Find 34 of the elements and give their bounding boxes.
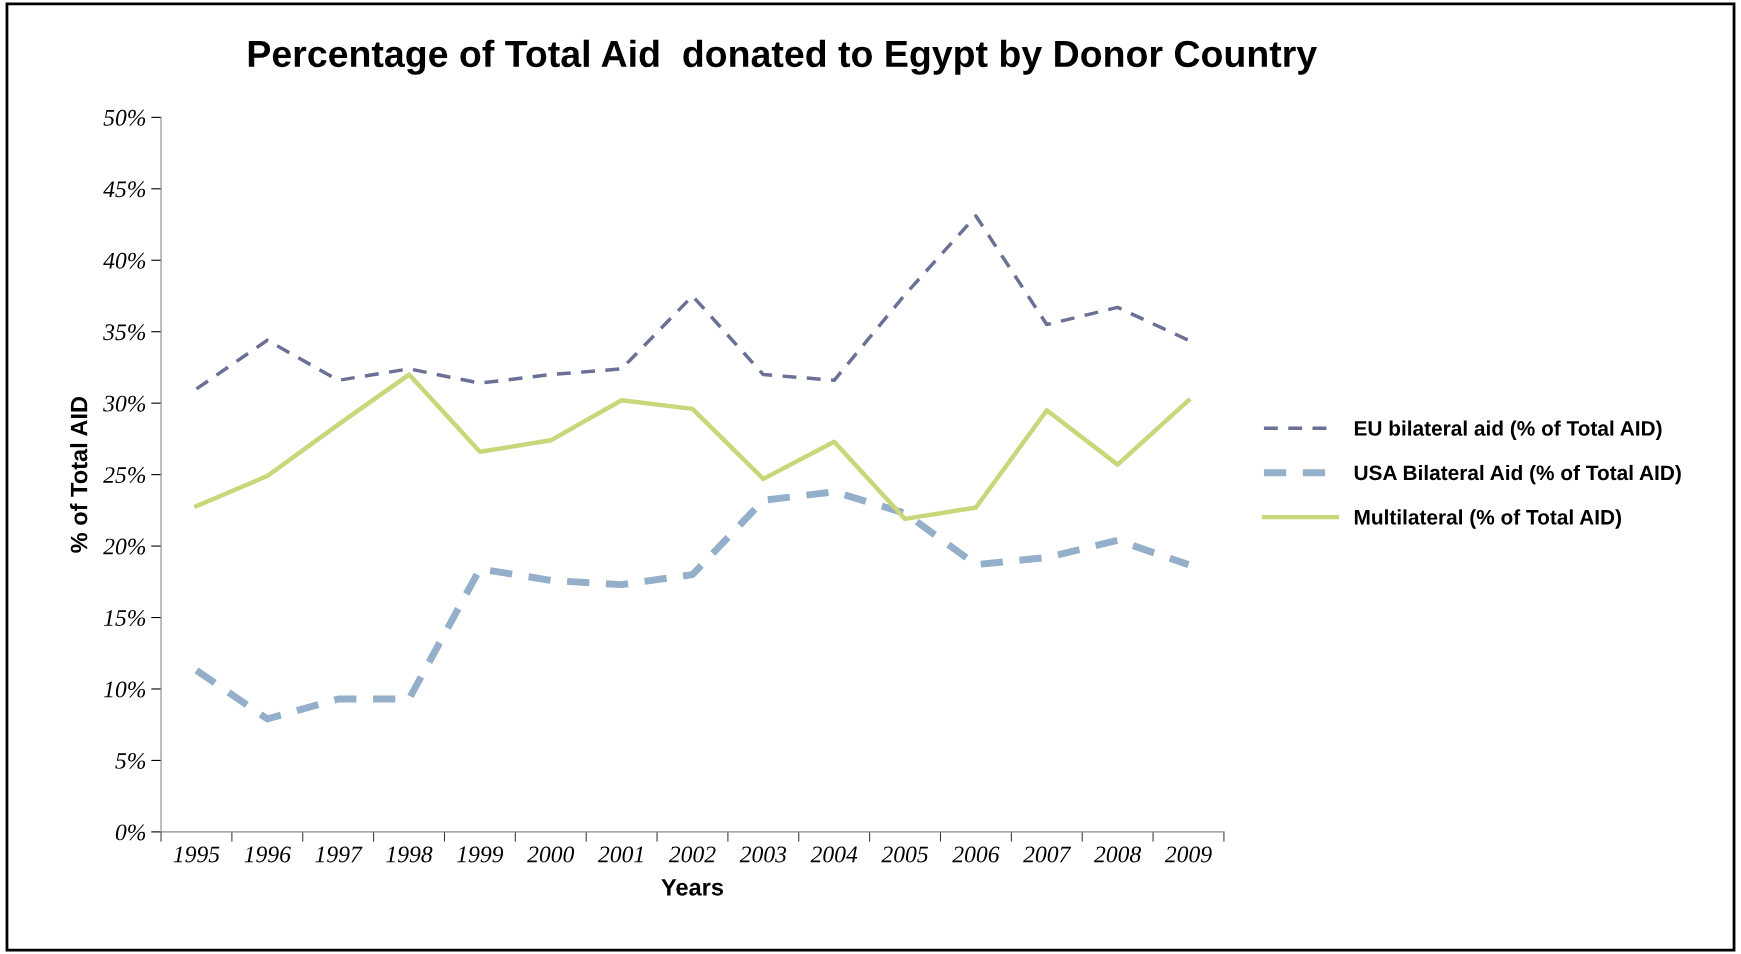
y-tick-label: 40% (103, 252, 146, 269)
x-tick-label: 2003 (739, 846, 787, 863)
x-tick-label: 1999 (457, 846, 504, 863)
x-tick-label: 1996 (244, 846, 291, 863)
x-tick-label: 1997 (315, 846, 363, 863)
chart-title: Percentage of Total Aid donated to Egypt by Donor Country (248, 39, 1317, 75)
x-tick-label: 2004 (810, 846, 858, 863)
y-tick-label: 25% (103, 467, 146, 484)
x-tick-label: 2008 (1094, 846, 1141, 863)
y-tick-label: 20% (103, 538, 146, 555)
y-tick-label: 50% (103, 109, 146, 126)
legend-label: USA Bilateral Aid (% of Total AID) (1354, 464, 1681, 485)
legend-label: Multilateral (% of Total AID) (1354, 509, 1621, 529)
legend-label: EU bilateral aid (% of Total AID) (1354, 420, 1662, 440)
y-axis-title: % of Total AID (70, 396, 88, 553)
y-tick-label: 10% (104, 681, 146, 698)
x-tick-label: 1995 (173, 846, 220, 863)
x-tick-label: 2000 (527, 846, 575, 863)
x-tick-label: 2002 (668, 846, 716, 863)
x-tick-label: 2005 (881, 846, 928, 863)
y-tick-label: 15% (104, 610, 146, 627)
x-tick-label: 2009 (1164, 846, 1212, 863)
x-tick-label: 2007 (1023, 846, 1072, 863)
line-series (194, 214, 1191, 391)
y-tick-label: 5% (115, 752, 146, 769)
x-tick-label: 2001 (598, 846, 643, 863)
x-tick-label: 2006 (952, 846, 1000, 863)
line-series (194, 372, 1191, 522)
y-tick-label: 45% (103, 181, 146, 198)
x-axis-title: Years (661, 879, 724, 896)
y-tick-label: 30% (103, 395, 146, 412)
y-tick-label: 35% (103, 324, 146, 341)
y-tick-label: 0% (115, 824, 146, 841)
x-tick-label: 1998 (386, 846, 433, 863)
